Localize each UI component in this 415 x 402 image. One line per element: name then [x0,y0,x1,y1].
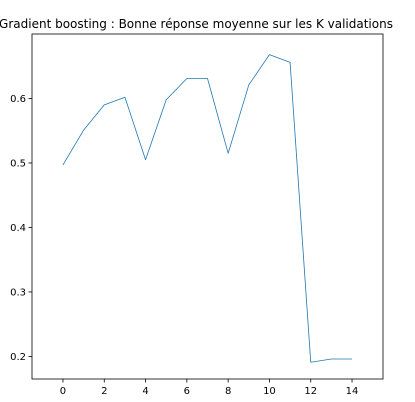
y-tick-label: 0.6 [10,94,26,105]
x-tick-label: 8 [225,386,231,397]
series-line-0 [62,54,353,363]
axis-ticks: 0 2 4 6 8 10 12 14 0.2 0.3 0.4 0.5 0.6 [10,94,358,397]
x-tick-label: 2 [101,386,107,397]
x-tick-label: 6 [184,386,190,397]
y-tick-label: 0.4 [10,223,26,234]
y-tick-label: 0.5 [10,158,26,169]
y-tick-label: 0.2 [10,352,26,363]
x-tick-label: 4 [142,386,148,397]
y-tick-label: 0.3 [10,287,26,298]
axes-frame [31,33,384,380]
x-tick-label: 0 [60,386,66,397]
x-tick-label: 14 [346,386,359,397]
chart-title: Gradient boosting : Bonne réponse moyenn… [0,17,393,31]
x-tick-label: 10 [263,386,276,397]
plot-area [62,54,353,363]
x-tick-label: 12 [304,386,317,397]
